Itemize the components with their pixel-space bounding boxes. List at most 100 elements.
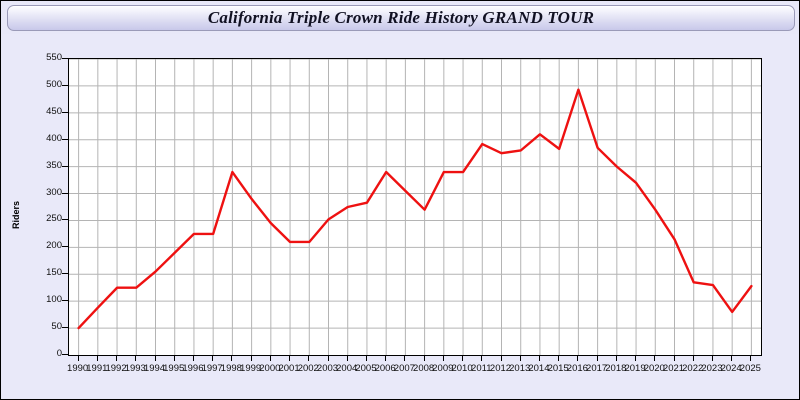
- y-tick-mark: [62, 300, 68, 302]
- x-tick-mark: [481, 355, 483, 361]
- x-tick-label: 2023: [701, 363, 723, 374]
- y-tick-label: 400: [46, 132, 62, 144]
- y-axis-tick-labels: 0 50 100 150 200 250 300 350 400 450 500 550: [26, 53, 62, 358]
- x-tick-label: 2020: [643, 363, 665, 374]
- x-tick-label: 1994: [143, 363, 166, 374]
- x-tick-label: 1991: [86, 363, 108, 374]
- x-tick-label: 2019: [624, 363, 646, 374]
- x-tick-label: 2015: [547, 363, 569, 374]
- y-tick-mark: [62, 219, 68, 221]
- x-tick-mark: [711, 355, 713, 361]
- y-tick-mark: [62, 327, 68, 329]
- x-tick-mark: [212, 355, 214, 361]
- x-tick-mark: [385, 355, 387, 361]
- x-tick-mark: [231, 355, 233, 361]
- x-tick-mark: [116, 355, 118, 361]
- x-tick-label: 2004: [336, 363, 358, 374]
- x-tick-label: 2003: [316, 363, 339, 374]
- x-tick-label: 1993: [124, 363, 146, 374]
- x-tick-label: 2018: [605, 363, 627, 374]
- x-tick-label: 2001: [278, 363, 300, 374]
- grid-lines: [69, 59, 761, 355]
- x-tick-label: 1998: [220, 363, 242, 374]
- x-tick-label: 2022: [682, 363, 704, 374]
- x-tick-mark: [423, 355, 425, 361]
- y-tick-label: 50: [51, 321, 62, 333]
- x-tick-mark: [308, 355, 310, 361]
- x-tick-mark: [404, 355, 406, 361]
- x-tick-label: 1999: [240, 363, 262, 374]
- x-tick-label: 2016: [566, 363, 588, 374]
- x-tick-mark: [615, 355, 617, 361]
- y-tick-label: 350: [46, 159, 62, 171]
- y-tick-mark: [62, 165, 68, 167]
- y-tick-mark: [62, 354, 68, 355]
- x-tick-mark: [250, 355, 252, 361]
- x-tick-mark: [750, 355, 752, 361]
- y-tick-mark: [62, 273, 68, 275]
- x-tick-label: 1997: [201, 363, 223, 374]
- y-tick-mark: [62, 192, 68, 194]
- x-tick-label: 2021: [662, 363, 685, 374]
- chart-title-bar: California Triple Crown Ride History GRA…: [7, 5, 795, 31]
- y-tick-label: 0: [56, 348, 62, 359]
- x-tick-label: 2008: [413, 363, 435, 374]
- y-tick-label: 300: [46, 186, 62, 198]
- y-tick-label: 450: [46, 105, 62, 117]
- x-tick-label: 2013: [509, 363, 531, 374]
- x-tick-mark: [635, 355, 637, 361]
- x-tick-mark: [462, 355, 464, 361]
- x-tick-mark: [154, 355, 156, 361]
- y-axis-tick-marks: [62, 58, 68, 355]
- x-axis-tick-marks: [68, 355, 762, 361]
- x-tick-label: 2009: [432, 363, 454, 374]
- x-tick-mark: [289, 355, 291, 361]
- x-tick-mark: [77, 355, 79, 361]
- x-tick-mark: [135, 355, 137, 361]
- x-tick-mark: [365, 355, 367, 361]
- x-tick-mark: [96, 355, 98, 361]
- x-tick-mark: [327, 355, 329, 361]
- page-title: California Triple Crown Ride History GRA…: [207, 8, 595, 27]
- y-tick-label: 550: [46, 52, 62, 63]
- plot-area: [68, 58, 762, 356]
- x-tick-mark: [538, 355, 540, 361]
- x-tick-mark: [731, 355, 733, 361]
- x-tick-label: 2006: [374, 363, 396, 374]
- y-tick-mark: [62, 84, 68, 86]
- x-tick-mark: [269, 355, 271, 361]
- y-tick-label: 200: [46, 240, 62, 252]
- chart-body: Riders 0 50 100 150 200 250 300 350 400 450 500 550…: [2, 34, 798, 398]
- x-tick-label: 2000: [259, 363, 281, 374]
- y-tick-label: 100: [46, 294, 62, 306]
- series-line-riders: [77, 88, 753, 330]
- x-tick-mark: [192, 355, 194, 361]
- x-tick-label: 2010: [451, 363, 473, 374]
- y-tick-mark: [62, 246, 68, 248]
- x-tick-mark: [673, 355, 675, 361]
- x-tick-label: 2014: [528, 363, 550, 374]
- x-tick-mark: [173, 355, 175, 361]
- y-tick-mark: [62, 58, 68, 59]
- x-tick-mark: [519, 355, 521, 361]
- x-tick-label: 1992: [105, 363, 127, 374]
- y-tick-mark: [62, 111, 68, 113]
- x-tick-label: 2002: [297, 363, 319, 374]
- x-tick-label: 1995: [163, 363, 185, 374]
- x-tick-mark: [346, 355, 348, 361]
- y-tick-label: 250: [46, 213, 62, 225]
- x-tick-label: 2024: [720, 363, 742, 374]
- x-tick-mark: [692, 355, 694, 361]
- x-tick-label: 2011: [471, 363, 492, 374]
- x-tick-mark: [596, 355, 598, 361]
- y-tick-label: 150: [46, 267, 62, 279]
- x-axis-tick-labels: 1990 1991 1992 1993 1994 1995 1996 1997 1998 1999…: [67, 363, 762, 377]
- x-tick-label: 2025: [739, 363, 761, 374]
- x-tick-label: 2005: [355, 363, 377, 374]
- x-tick-label: 1996: [182, 363, 204, 374]
- x-tick-mark: [442, 355, 444, 361]
- x-tick-label: 1990: [67, 363, 89, 374]
- x-tick-label: 2012: [489, 363, 512, 374]
- x-tick-mark: [500, 355, 502, 361]
